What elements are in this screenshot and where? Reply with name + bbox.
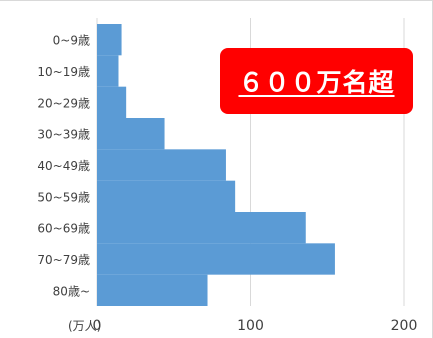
category-label-0: 0~9歳 [53, 34, 90, 48]
frame-top-border [0, 0, 433, 1]
bar-7 [97, 243, 335, 275]
category-label-5: 50~59歳 [37, 190, 90, 204]
x-tick-label-0: 0 [93, 318, 102, 334]
x-axis-unit-label: (万人) [68, 319, 101, 333]
category-labels: 0~9歳 10~19歳 20~29歳 30~39歳 40~49歳 50~59歳 60~69歳… [37, 34, 90, 299]
category-label-2: 20~29歳 [37, 96, 90, 110]
x-tick-label-1: 100 [237, 318, 264, 334]
bar-2 [97, 86, 127, 118]
callout-badge: ６００万名超 [220, 48, 413, 114]
category-label-7: 70~79歳 [37, 253, 90, 267]
bar-0 [97, 24, 122, 56]
callout-text: ６００万名超 [238, 68, 395, 97]
bar-5 [97, 180, 236, 212]
bar-3 [97, 118, 165, 150]
x-tick-label-2: 200 [391, 318, 418, 334]
category-label-3: 30~39歳 [37, 128, 90, 142]
bar-4 [97, 149, 226, 181]
bars [97, 24, 335, 306]
category-label-4: 40~49歳 [37, 159, 90, 173]
category-label-8: 80歳~ [53, 284, 90, 298]
category-label-1: 10~19歳 [37, 65, 90, 79]
bar-1 [97, 55, 119, 87]
bar-6 [97, 212, 306, 244]
x-tick-labels: 0 100 200 [93, 318, 418, 334]
bar-8 [97, 274, 208, 306]
category-label-6: 60~69歳 [37, 222, 90, 236]
